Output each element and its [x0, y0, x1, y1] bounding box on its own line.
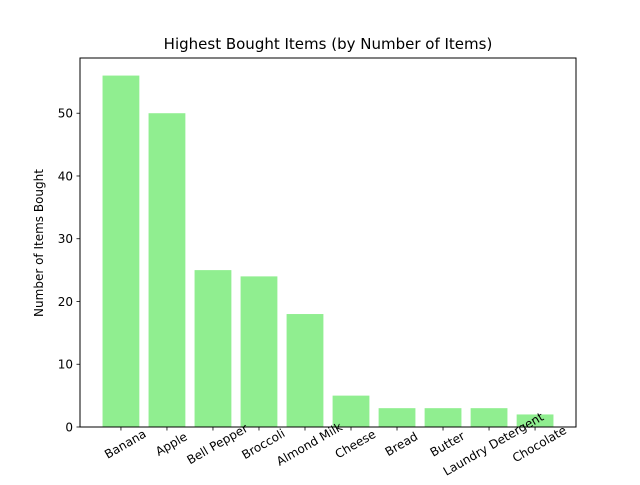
bar-0: [102, 75, 140, 428]
y-tick-label-2: 20: [58, 295, 73, 309]
bar-8: [470, 408, 508, 427]
bar-7: [424, 408, 462, 427]
y-axis-ticks: 0 10 20 30 40 50: [58, 107, 80, 434]
y-tick-label-1: 10: [58, 358, 73, 372]
bar-2: [194, 270, 232, 427]
plot-frame: [79, 57, 577, 428]
bar-5: [332, 395, 370, 427]
y-tick-label-4: 40: [58, 169, 73, 183]
bar-9: [516, 414, 554, 427]
bar-6: [378, 408, 416, 427]
y-tick-label-5: 50: [58, 107, 73, 121]
bar-1: [148, 113, 186, 427]
bar-4: [286, 314, 324, 427]
bars-group: [102, 75, 554, 428]
y-tick-label-0: 0: [65, 420, 73, 434]
y-axis-label: Number of Items Bought: [32, 169, 46, 317]
y-tick-label-3: 30: [58, 232, 73, 246]
bar-3: [240, 276, 278, 427]
chart-title: Highest Bought Items (by Number of Items…: [164, 35, 493, 53]
